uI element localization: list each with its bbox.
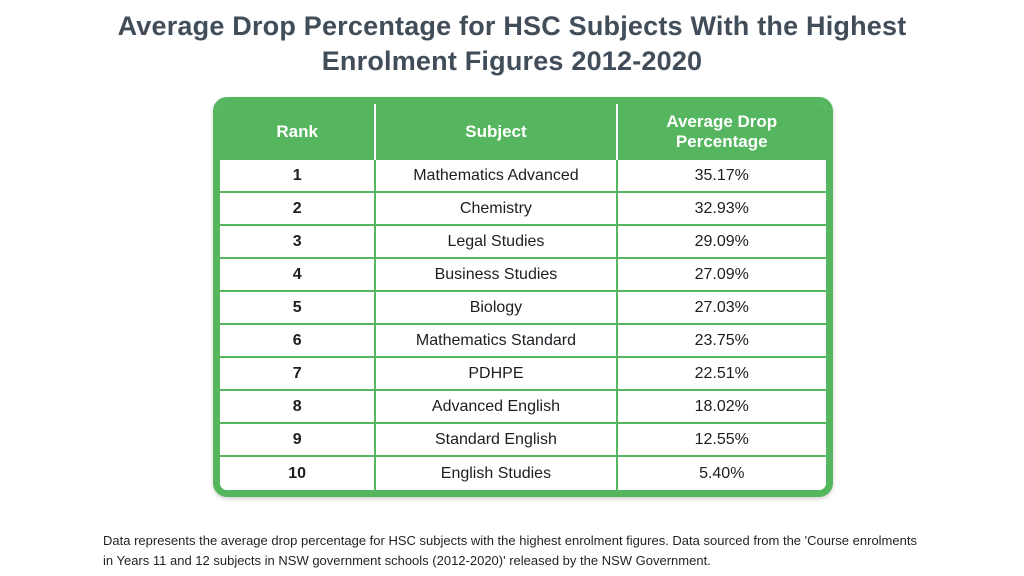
table-row: 2 Chemistry 32.93%	[220, 193, 826, 226]
subject-cell: English Studies	[376, 457, 618, 490]
data-table: Rank Subject Average Drop Percentage 1 M…	[213, 97, 833, 497]
subject-cell: Mathematics Advanced	[376, 160, 618, 191]
subject-cell: Business Studies	[376, 259, 618, 290]
source-footnote: Data represents the average drop percent…	[103, 533, 917, 568]
drop-cell: 12.55%	[694, 430, 749, 448]
drop-cell: 32.93%	[694, 199, 749, 217]
rank-cell: 6	[220, 325, 377, 356]
table-row: 3 Legal Studies 29.09%	[220, 226, 826, 259]
rank-cell: 1	[220, 160, 377, 191]
chart-title-line2: Enrolment Figures 2012-2020	[321, 46, 703, 76]
drop-cell: 27.09%	[694, 265, 749, 283]
subject-cell: Advanced English	[376, 391, 618, 422]
subject-cell: PDHPE	[376, 358, 618, 389]
table-row: 9 Standard English 12.55%	[220, 424, 826, 457]
rank-cell: 2	[220, 193, 377, 224]
table-row: 1 Mathematics Advanced 35.17%	[220, 160, 826, 193]
table-row: 8 Advanced English 18.02%	[220, 391, 826, 424]
table-row: 7 PDHPE 22.51%	[220, 358, 826, 391]
subject-cell: Biology	[376, 292, 618, 323]
rank-cell: 5	[220, 292, 377, 323]
table-row: 5 Biology 27.03%	[220, 292, 826, 325]
header-cell-rank: Rank	[220, 104, 377, 160]
rank-cell: 4	[220, 259, 377, 290]
table-body: 1 Mathematics Advanced 35.17% 2 Chemistr…	[220, 160, 826, 490]
table-header-row: Rank Subject Average Drop Percentage	[220, 104, 826, 160]
table-row: 10 English Studies 5.40%	[220, 457, 826, 490]
table-row: 4 Business Studies 27.09%	[220, 259, 826, 292]
header-cell-average-drop: Average Drop Percentage	[666, 111, 778, 151]
rank-cell: 8	[220, 391, 377, 422]
drop-cell: 35.17%	[694, 166, 749, 184]
subject-cell: Legal Studies	[376, 226, 618, 257]
rank-cell: 10	[220, 457, 377, 490]
chart-title-line1: Average Drop Percentage for HSC Subjects…	[117, 11, 907, 41]
rank-cell: 7	[220, 358, 377, 389]
table-row: 6 Mathematics Standard 23.75%	[220, 325, 826, 358]
drop-cell: 27.03%	[694, 298, 749, 316]
subject-cell: Mathematics Standard	[376, 325, 618, 356]
rank-cell: 9	[220, 424, 377, 455]
rank-cell: 3	[220, 226, 377, 257]
header-cell-subject: Subject	[376, 104, 618, 160]
subject-cell: Chemistry	[376, 193, 618, 224]
drop-cell: 29.09%	[694, 232, 749, 250]
drop-cell: 23.75%	[694, 331, 749, 349]
drop-cell: 22.51%	[694, 364, 749, 382]
drop-cell: 5.40%	[699, 464, 745, 482]
subject-cell: Standard English	[376, 424, 618, 455]
drop-cell: 18.02%	[694, 397, 749, 415]
chart-title: Average Drop Percentage for HSC Subjects…	[0, 9, 1024, 79]
